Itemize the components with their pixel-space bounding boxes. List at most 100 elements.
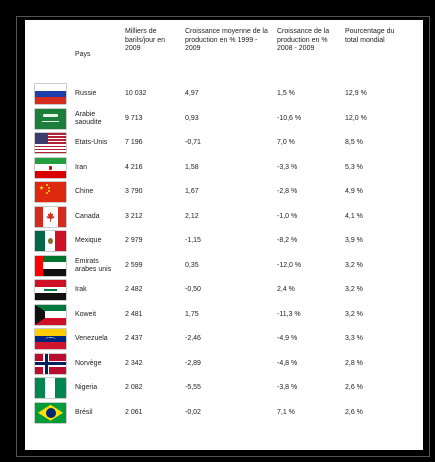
canada-flag-icon [35, 206, 66, 227]
country-name: Brésil [75, 408, 93, 416]
nigeria-flag-icon [35, 378, 66, 399]
mexico-flag-icon [35, 231, 66, 252]
usa-flag-icon [35, 133, 66, 154]
table-row: Norvège 2 342 -2,89 -4,8 % 2,8 % [33, 352, 407, 377]
flag-cell [33, 352, 73, 377]
production-value: 2 482 [125, 286, 143, 294]
production-value: 7 196 [125, 139, 143, 147]
pourcentage-value: 3,9 % [345, 237, 363, 245]
production-value: 9 713 [125, 114, 143, 122]
table-row: Nigeria 2 082 -5,55 -3,8 % 2,6 % [33, 376, 407, 401]
croissance-moyenne-value: -2,46 [185, 335, 201, 343]
croissance-2008-value: 1,5 % [277, 90, 295, 98]
pourcentage-value: 12,9 % [345, 90, 367, 98]
table-row: Russie 10 032 4,97 1,5 % 12,9 % [33, 82, 407, 107]
croissance-2008-value: -2,8 % [277, 188, 298, 196]
country-name: Canada [75, 212, 100, 220]
country-name: Chine [75, 188, 94, 196]
croissance-moyenne-value: 1,75 [185, 310, 199, 318]
country-name: Emirats arabes unis [75, 257, 112, 273]
croissance-2008-value: -3,8 % [277, 384, 298, 392]
croissance-moyenne-value: 2,12 [185, 212, 199, 220]
brazil-flag-icon [35, 402, 66, 423]
production-value: 2 481 [125, 310, 143, 318]
kuwait-flag-icon [35, 304, 66, 325]
croissance-2008-value: -11,3 % [277, 310, 301, 318]
table-row: Brésil 2 061 -0,02 7,1 % 2,6 % [33, 401, 407, 426]
pourcentage-value: 12,0 % [345, 114, 367, 122]
country-name: Koweit [75, 310, 97, 318]
production-value: 2 979 [125, 237, 143, 245]
table-row: Emirats arabes unis 2 599 0,35 -12,0 % 3,2 % [33, 254, 407, 279]
iran-flag-icon [35, 157, 66, 178]
croissance-2008-value: 7,1 % [277, 408, 295, 416]
flag-cell [33, 254, 73, 279]
croissance-2008-value: -3,3 % [277, 163, 298, 171]
croissance-moyenne-value: -2,89 [185, 359, 201, 367]
country-name: Irak [75, 286, 87, 294]
pourcentage-value: 3,2 % [345, 261, 363, 269]
flag-cell [33, 131, 73, 156]
production-value: 3 790 [125, 188, 143, 196]
pourcentage-value: 4,9 % [345, 188, 363, 196]
flag-cell [33, 303, 73, 328]
iraq-flag-icon [35, 280, 66, 301]
flag-cell [33, 156, 73, 181]
production-value: 2 599 [125, 261, 143, 269]
pourcentage-value: 3,2 % [345, 310, 363, 318]
header-croissance-moyenne: Croissance moyenne de la production en %… [185, 28, 268, 52]
country-name: Norvège [75, 359, 102, 367]
croissance-moyenne-value: 0,35 [185, 261, 199, 269]
country-name: Venezuela [75, 335, 108, 343]
croissance-moyenne-value: 1,58 [185, 163, 199, 171]
header-croissance-2008-2009: Croissance de la production en % 2008 - … [277, 28, 330, 52]
table-row: Chine 3 790 1,67 -2,8 % 4,9 % [33, 180, 407, 205]
pourcentage-value: 2,8 % [345, 359, 363, 367]
header-pourcentage: Pourcentage du total mondial [345, 28, 395, 44]
country-name: Mexique [75, 237, 102, 245]
flag-column-header [33, 28, 73, 82]
flag-cell [33, 229, 73, 254]
production-value: 2 061 [125, 408, 143, 416]
outer-frame: Pays Milliers de barils/jour en 2009 Cro… [6, 6, 430, 457]
country-name: Nigeria [75, 384, 98, 392]
table-row: Arabie saoudite 9 713 0,93 -10,6 % 12,0 % [33, 107, 407, 132]
croissance-2008-value: -4,9 % [277, 335, 298, 343]
flag-cell [33, 376, 73, 401]
croissance-2008-value: 2,4 % [277, 286, 295, 294]
croissance-2008-value: -8,2 % [277, 237, 298, 245]
header-row: Pays Milliers de barils/jour en 2009 Cro… [33, 28, 407, 82]
country-name: Etats-Unis [75, 139, 108, 147]
pourcentage-value: 2,6 % [345, 408, 363, 416]
oil-production-table: Pays Milliers de barils/jour en 2009 Cro… [33, 28, 407, 425]
country-name: Iran [75, 163, 88, 171]
pourcentage-value: 8,5 % [345, 139, 363, 147]
croissance-2008-value: -10,6 % [277, 114, 302, 122]
table-row: Mexique 2 979 -1,15 -8,2 % 3,9 % [33, 229, 407, 254]
country-name: Russie [75, 90, 97, 98]
croissance-2008-value: -4,8 % [277, 359, 298, 367]
flag-cell [33, 327, 73, 352]
uae-flag-icon [35, 255, 66, 276]
production-value: 3 212 [125, 212, 143, 220]
document-page: Pays Milliers de barils/jour en 2009 Cro… [25, 20, 423, 450]
pourcentage-value: 3,3 % [345, 335, 363, 343]
production-value: 2 437 [125, 335, 143, 343]
croissance-2008-value: -1,0 % [277, 212, 298, 220]
flag-cell [33, 82, 73, 107]
croissance-moyenne-value: -0,50 [185, 286, 201, 294]
saudi-arabia-flag-icon [35, 108, 66, 129]
china-flag-icon [35, 182, 66, 203]
flag-cell [33, 278, 73, 303]
pourcentage-value: 5,3 % [345, 163, 363, 171]
production-value: 4 216 [125, 163, 143, 171]
flag-cell [33, 107, 73, 132]
flag-cell [33, 180, 73, 205]
croissance-moyenne-value: -1,15 [185, 237, 201, 245]
croissance-moyenne-value: -0,02 [185, 408, 201, 416]
production-value: 2 082 [125, 384, 143, 392]
table-row: Venezuela 2 437 -2,46 -4,9 % 3,3 % [33, 327, 407, 352]
country-name: Arabie saoudite [75, 110, 102, 126]
pourcentage-value: 3,2 % [345, 286, 363, 294]
flag-cell [33, 401, 73, 426]
